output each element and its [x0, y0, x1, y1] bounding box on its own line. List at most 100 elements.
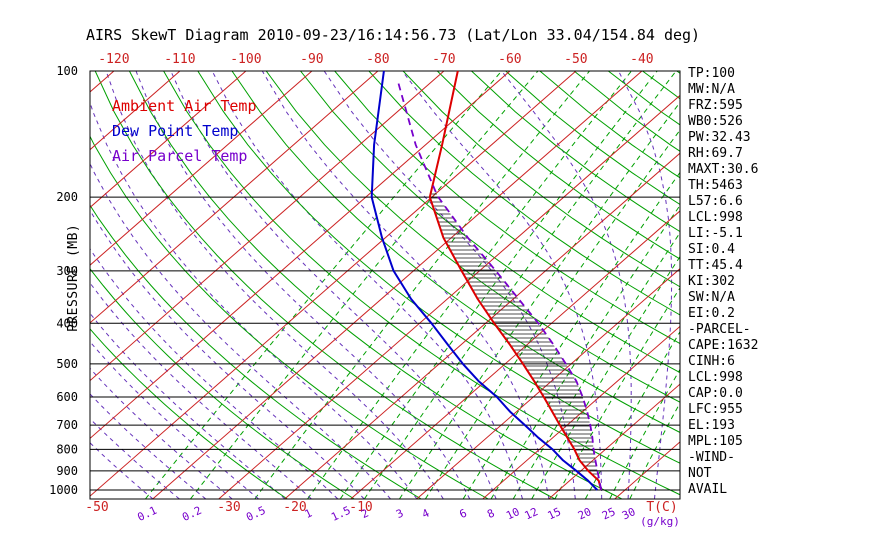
- pressure-tick-label: 300: [56, 264, 78, 278]
- ambient-air-temp-curve: [428, 70, 603, 491]
- dry-adiabat-line: [128, 71, 623, 499]
- top-axis-temp-label: -60: [498, 52, 521, 67]
- moist-adiabat-line: [401, 71, 603, 499]
- mixing-ratio-label: 10: [504, 505, 522, 522]
- bottom-axis-temp-label: -10: [349, 500, 372, 515]
- bottom-axis-temp-label: -30: [217, 500, 240, 515]
- mixing-ratio-line: [424, 129, 680, 499]
- dry-adiabat-line: [334, 71, 680, 345]
- air-parcel-temp-curve: [396, 79, 603, 491]
- isotherm-line: [90, 71, 115, 93]
- moist-adiabat-line: [90, 162, 391, 499]
- pressure-tick-label: 100: [56, 64, 78, 78]
- stat-line: -WIND-: [688, 450, 735, 465]
- top-axis-temp-label: -40: [630, 52, 653, 67]
- stats-panel: TP:100 MW:N/A FRZ:595 WB0:526 PW:32.43 RH:69.…: [688, 66, 758, 498]
- stat-line: TP:100: [688, 66, 735, 81]
- stat-line: LCL:998: [688, 210, 743, 225]
- isotherm-line: [416, 267, 680, 499]
- mixing-unit-label: (g/kg): [640, 515, 680, 528]
- mixing-ratio-label: 8: [485, 507, 496, 522]
- stat-line: CINH:6: [688, 354, 735, 369]
- isotherm-line: [90, 71, 313, 266]
- top-axis-temp-label: -110: [164, 52, 195, 67]
- stat-line: AVAIL: [688, 482, 728, 497]
- legend-dew_point: Dew Point Temp: [112, 122, 239, 140]
- stat-line: PW:32.43: [688, 130, 751, 145]
- isotherm-line: [90, 71, 247, 209]
- isotherm-line: [0, 71, 48, 499]
- dry-adiabat-line: [94, 71, 556, 499]
- moist-adiabat-line: [90, 100, 418, 499]
- mixing-ratio-label: 2: [359, 507, 370, 522]
- top-axis-temp-label: -80: [366, 52, 389, 67]
- isotherm-line: [747, 71, 870, 499]
- pressure-tick-label: 400: [56, 316, 78, 330]
- pressure-axis-label: PRESSURE (MB): [66, 223, 81, 332]
- stat-line: CAPE:1632: [688, 338, 759, 353]
- mixing-ratio-label: 0.2: [180, 504, 204, 524]
- legend: Ambient Air Temp Dew Point Temp Air Parcel…: [112, 94, 257, 169]
- isotherm-line: [548, 383, 680, 499]
- mixing-ratio-label: 3: [394, 507, 405, 522]
- isotherm-line: [90, 71, 181, 151]
- stat-line: EI:0.2: [688, 306, 735, 321]
- top-axis-temp-label: -70: [432, 52, 455, 67]
- stat-line: LI:-5.1: [688, 226, 743, 241]
- dry-adiabat-line: [368, 71, 680, 316]
- top-axis-temp-label: -50: [564, 52, 587, 67]
- stat-line: -PARCEL-: [688, 322, 751, 337]
- moist-adiabat-line: [135, 71, 471, 499]
- stat-line: MPL:105: [688, 434, 743, 449]
- dew-point-temp-curve: [370, 70, 599, 491]
- dry-adiabat-line: [90, 135, 489, 499]
- isotherm-line: [90, 71, 511, 440]
- top-axis-temp-label: -120: [98, 52, 129, 67]
- isotherm-line: [90, 71, 379, 324]
- mixing-ratio-line: [399, 101, 680, 499]
- isotherm-line: [218, 94, 680, 499]
- pressure-tick-label: 200: [56, 190, 78, 204]
- dry-adiabat-line: [300, 71, 680, 374]
- stat-line: MAXT:30.6: [688, 162, 759, 177]
- moist-adiabat-line: [105, 71, 444, 499]
- mixing-ratio-label: 20: [576, 505, 594, 522]
- dry-adiabat-line: [231, 71, 680, 434]
- stat-line: SW:N/A: [688, 290, 735, 305]
- pressure-tick-label: 500: [56, 357, 78, 371]
- mixing-ratio-line: [145, 71, 502, 499]
- isotherm-line: [90, 71, 577, 497]
- mixing-ratio-line: [190, 71, 539, 499]
- stat-line: TT:45.4: [688, 258, 743, 273]
- dry-adiabat-line: [436, 71, 680, 260]
- dry-adiabat-line: [471, 71, 680, 233]
- dry-adiabat-line: [90, 204, 422, 499]
- mixing-ratio-line: [462, 171, 680, 499]
- mixing-ratio-line: [554, 286, 680, 499]
- bottom-axis-temp-label: -20: [283, 500, 306, 515]
- mixing-ratio-label: 0.5: [244, 504, 268, 524]
- stat-line: WB0:526: [688, 114, 743, 129]
- temp-unit-label: T(C): [646, 500, 677, 515]
- isotherm-line: [350, 210, 680, 499]
- stat-line: TH:5463: [688, 178, 743, 193]
- dry-adiabat-line: [90, 267, 355, 499]
- mixing-ratio-label: 0.1: [135, 504, 159, 524]
- dry-adiabat-line: [265, 71, 680, 403]
- stat-line: RH:69.7: [688, 146, 743, 161]
- mixing-ratio-label: 12: [523, 505, 541, 522]
- pressure-tick-label: 900: [56, 464, 78, 478]
- stat-line: FRZ:595: [688, 98, 743, 113]
- moist-adiabat-line: [211, 71, 523, 499]
- legend-parcel: Air Parcel Temp: [112, 147, 248, 165]
- chart-title: AIRS SkewT Diagram 2010-09-23/16:14:56.7…: [86, 26, 701, 44]
- pressure-tick-label: 800: [56, 442, 78, 456]
- stat-line: CAP:0.0: [688, 386, 743, 401]
- legend-ambient: Ambient Air Temp: [112, 97, 257, 115]
- mixing-ratio-label: 30: [620, 505, 638, 522]
- stat-line: EL:193: [688, 418, 735, 433]
- mixing-ratio-label: 1: [303, 507, 314, 522]
- mixing-ratio-label: 4: [420, 506, 432, 521]
- pressure-tick-label: 700: [56, 418, 78, 432]
